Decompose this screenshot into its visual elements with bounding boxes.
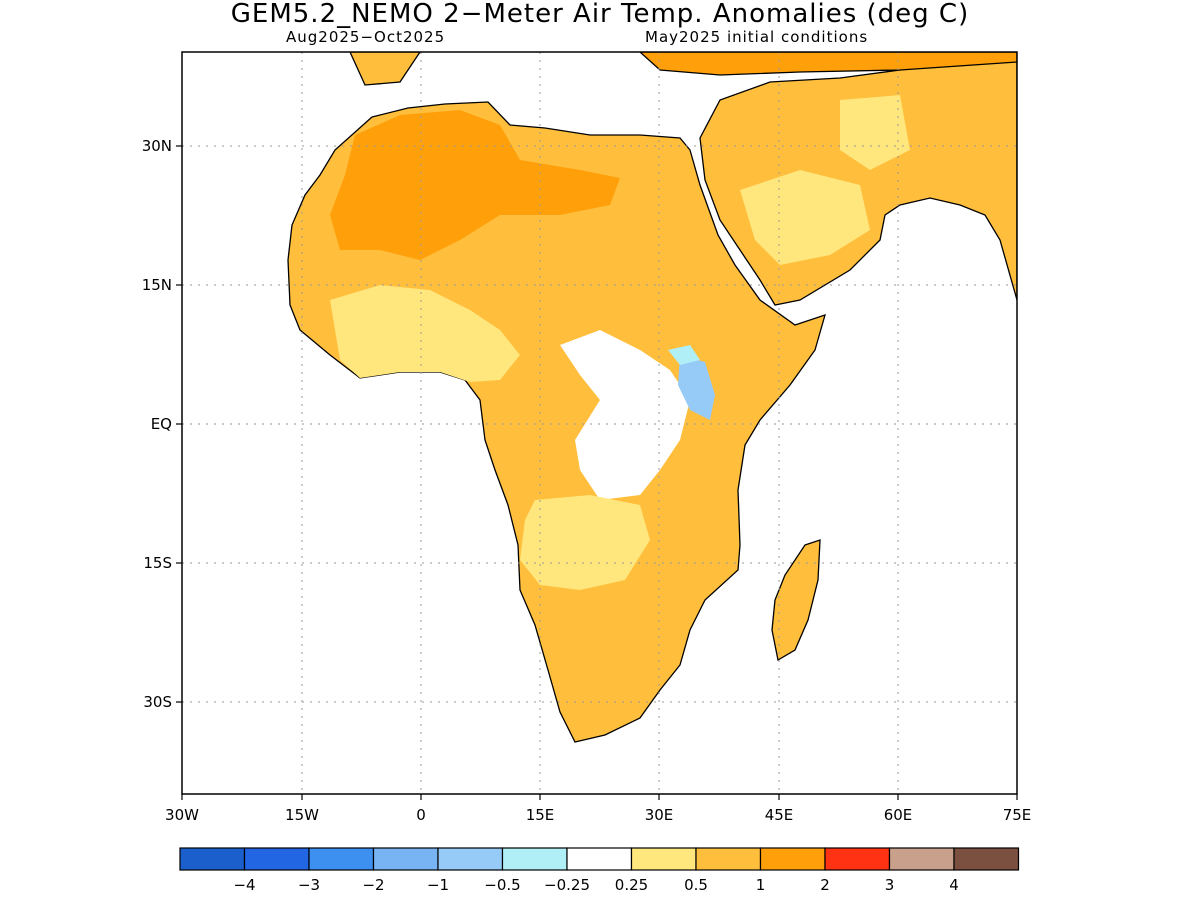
colorbar: −4 −3 −2 −1 −0.5 −0.25 0.25 0.5 1 2 3 4 bbox=[179, 847, 1020, 894]
east-africa-pale-patch bbox=[668, 345, 700, 365]
arabia-light-patch bbox=[740, 170, 870, 265]
chart-title: GEM5.2_NEMO 2−Meter Air Temp. Anomalies … bbox=[230, 0, 970, 29]
colorbar-bin bbox=[888, 847, 955, 871]
colorbar-label: −1 bbox=[427, 876, 449, 894]
lon-label-30w: 30W bbox=[165, 806, 199, 824]
colorbar-bin bbox=[695, 847, 762, 871]
colorbar-bin bbox=[243, 847, 310, 871]
map-frame bbox=[181, 51, 1018, 795]
colorbar-bin bbox=[759, 847, 826, 871]
lat-label-eq: EQ bbox=[151, 415, 172, 433]
africa-landmass bbox=[287, 101, 826, 743]
colorbar-label: −4 bbox=[233, 876, 255, 894]
map-ticks bbox=[176, 145, 1018, 800]
colorbar-label: −0.25 bbox=[544, 876, 590, 894]
initial-conditions-subtitle: May2025 initial conditions bbox=[645, 28, 869, 46]
lon-label-60e: 60E bbox=[884, 806, 913, 824]
colorbar-label: 3 bbox=[885, 876, 895, 894]
colorbar-bin bbox=[437, 847, 504, 871]
southern-africa-light-patch bbox=[520, 495, 650, 590]
europe-landmass bbox=[349, 52, 421, 86]
colorbar-bin bbox=[308, 847, 375, 871]
lon-label-45e: 45E bbox=[765, 806, 794, 824]
sahara-warm-patch bbox=[330, 110, 620, 260]
colorbar-label: −3 bbox=[298, 876, 320, 894]
lon-label-15w: 15W bbox=[285, 806, 319, 824]
sahel-light-patch bbox=[330, 285, 520, 382]
lat-label-15n: 15N bbox=[142, 276, 172, 294]
arabia-landmass bbox=[699, 59, 1017, 306]
iran-light-patch bbox=[840, 95, 910, 170]
lat-label-30n: 30N bbox=[142, 137, 172, 155]
colorbar-bin bbox=[501, 847, 568, 871]
east-africa-cool-patch bbox=[678, 355, 715, 420]
lat-label-30s: 30S bbox=[143, 693, 172, 711]
colorbar-bin bbox=[630, 847, 697, 871]
colorbar-label: −2 bbox=[362, 876, 384, 894]
lat-label-15s: 15S bbox=[143, 554, 172, 572]
colorbar-label: 4 bbox=[949, 876, 959, 894]
colorbar-label: −0.5 bbox=[484, 876, 520, 894]
lon-label-75e: 75E bbox=[1003, 806, 1032, 824]
colorbar-bin bbox=[372, 847, 439, 871]
madagascar bbox=[771, 539, 821, 662]
europe-east-landmass bbox=[639, 52, 1017, 76]
lon-label-30e: 30E bbox=[645, 806, 674, 824]
lon-label-15e: 15E bbox=[526, 806, 555, 824]
map-layer bbox=[287, 52, 1017, 743]
colorbar-bin bbox=[824, 847, 891, 871]
colorbar-bin bbox=[953, 847, 1020, 871]
colorbar-bin bbox=[566, 847, 633, 871]
colorbar-label: 0.25 bbox=[615, 876, 648, 894]
colorbar-label: 2 bbox=[820, 876, 830, 894]
colorbar-label: 1 bbox=[756, 876, 766, 894]
period-subtitle: Aug2025−Oct2025 bbox=[286, 28, 446, 46]
colorbar-label: 0.5 bbox=[684, 876, 708, 894]
lon-label-0: 0 bbox=[416, 806, 426, 824]
colorbar-bin bbox=[179, 847, 246, 871]
map-grid bbox=[182, 52, 1017, 794]
central-africa-neutral-patch bbox=[560, 330, 690, 500]
